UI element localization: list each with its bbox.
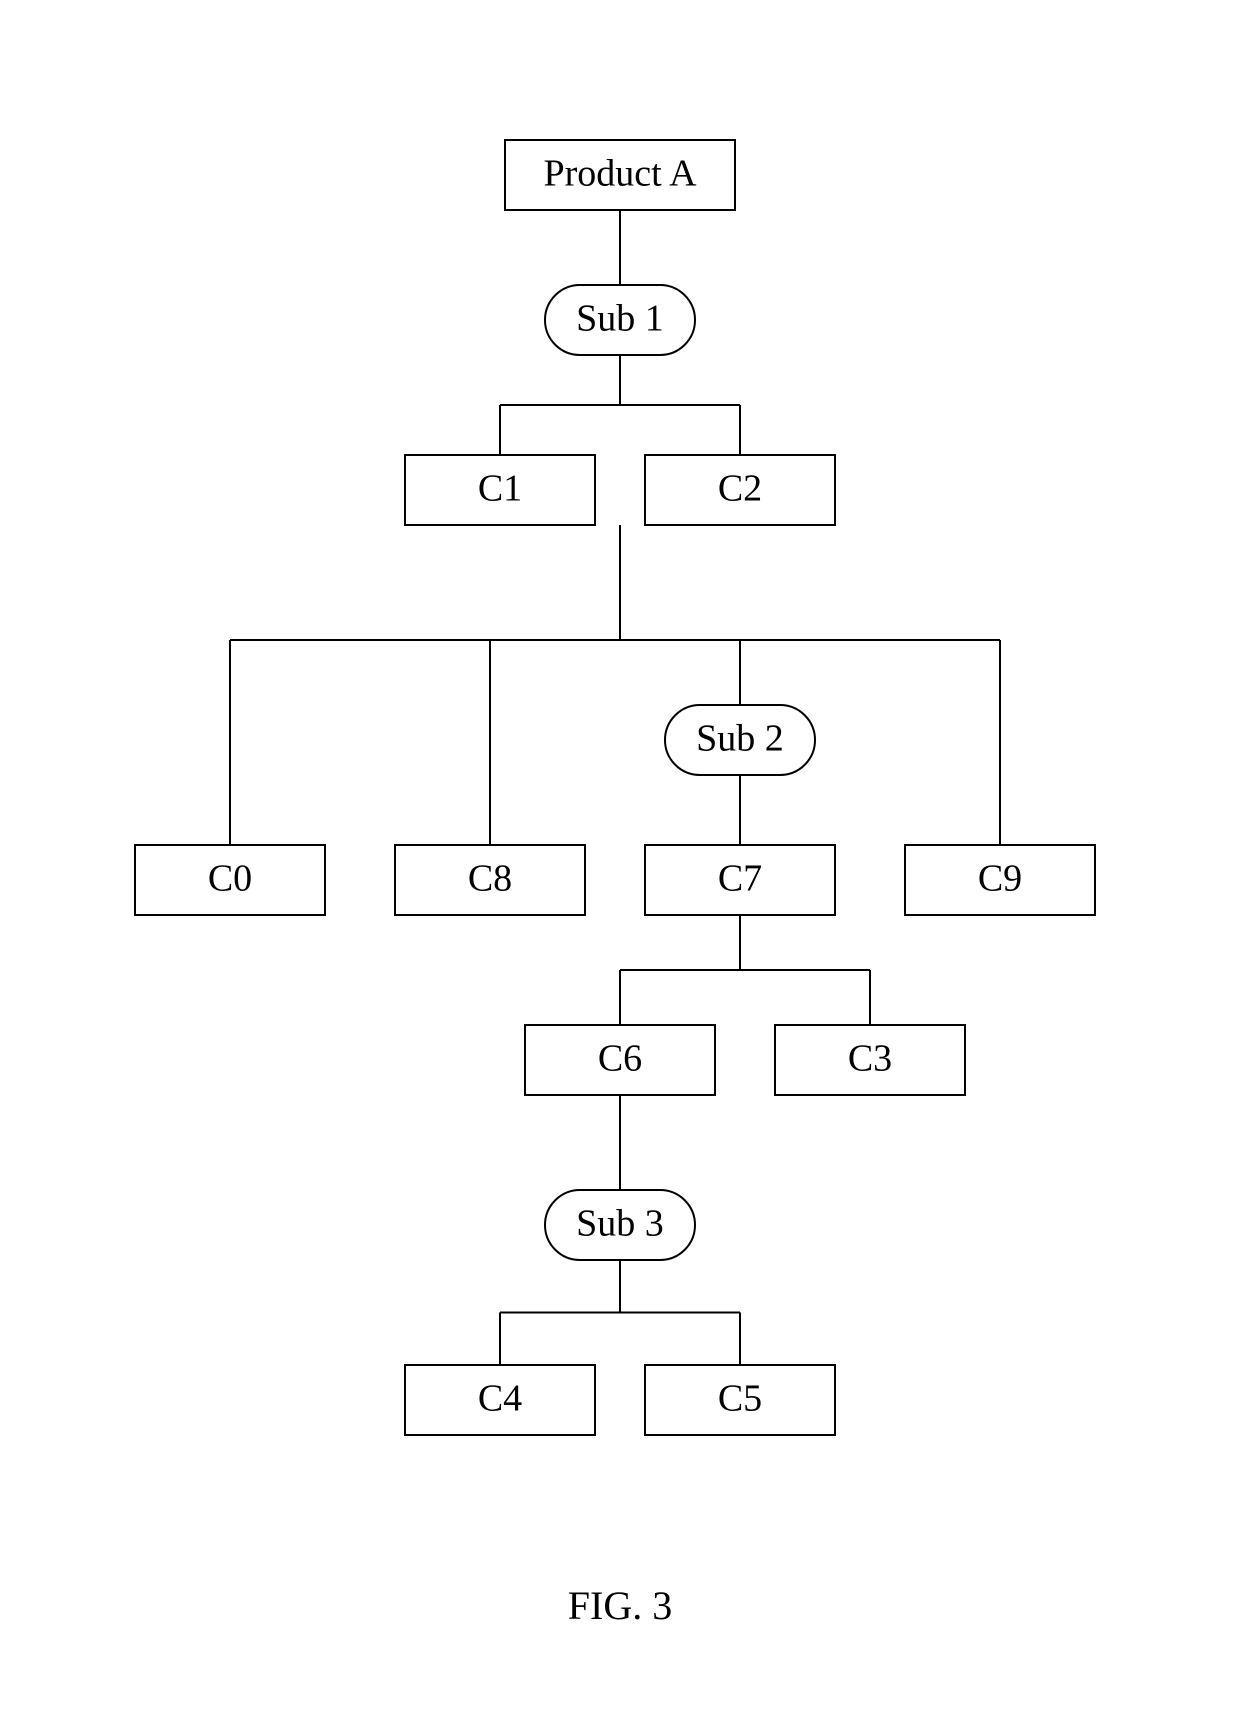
node-sub3: Sub 3 — [545, 1190, 695, 1260]
node-c4-label: C4 — [478, 1378, 522, 1420]
node-c2-label: C2 — [718, 468, 762, 510]
node-c5: C5 — [645, 1365, 835, 1435]
node-c1-label: C1 — [478, 468, 522, 510]
node-c3-label: C3 — [848, 1038, 892, 1080]
node-sub1: Sub 1 — [545, 285, 695, 355]
node-sub3-label: Sub 3 — [576, 1203, 664, 1245]
edge-c7-c6c3 — [620, 915, 870, 1025]
node-c0-label: C0 — [208, 858, 252, 900]
edge-row2-row3 — [230, 525, 1000, 845]
node-c7: C7 — [645, 845, 835, 915]
node-c6-label: C6 — [598, 1038, 642, 1080]
edge-sub3-c4c5 — [500, 1260, 740, 1365]
node-c8-label: C8 — [468, 858, 512, 900]
node-sub2-label: Sub 2 — [696, 718, 784, 760]
node-c2: C2 — [645, 455, 835, 525]
nodes: Product A Sub 1 C1 C2 Sub 2 C0 C8 C7 C9 C6 C3 Sub 3… — [135, 140, 1095, 1435]
node-c8: C8 — [395, 845, 585, 915]
tree-diagram: Product A Sub 1 C1 C2 Sub 2 C0 C8 C7 C9 C6 C3 Sub 3… — [0, 0, 1240, 1727]
node-sub2: Sub 2 — [665, 705, 815, 775]
node-c1: C1 — [405, 455, 595, 525]
node-productA-label: Product A — [543, 153, 697, 195]
node-c9: C9 — [905, 845, 1095, 915]
node-c9-label: C9 — [978, 858, 1022, 900]
figure-caption: FIG. 3 — [568, 1583, 672, 1628]
node-productA: Product A — [505, 140, 735, 210]
node-c5-label: C5 — [718, 1378, 762, 1420]
node-c7-label: C7 — [718, 858, 762, 900]
node-sub1-label: Sub 1 — [576, 298, 664, 340]
node-c6: C6 — [525, 1025, 715, 1095]
node-c4: C4 — [405, 1365, 595, 1435]
node-c0: C0 — [135, 845, 325, 915]
node-c3: C3 — [775, 1025, 965, 1095]
edge-sub1-c1c2 — [500, 355, 740, 455]
